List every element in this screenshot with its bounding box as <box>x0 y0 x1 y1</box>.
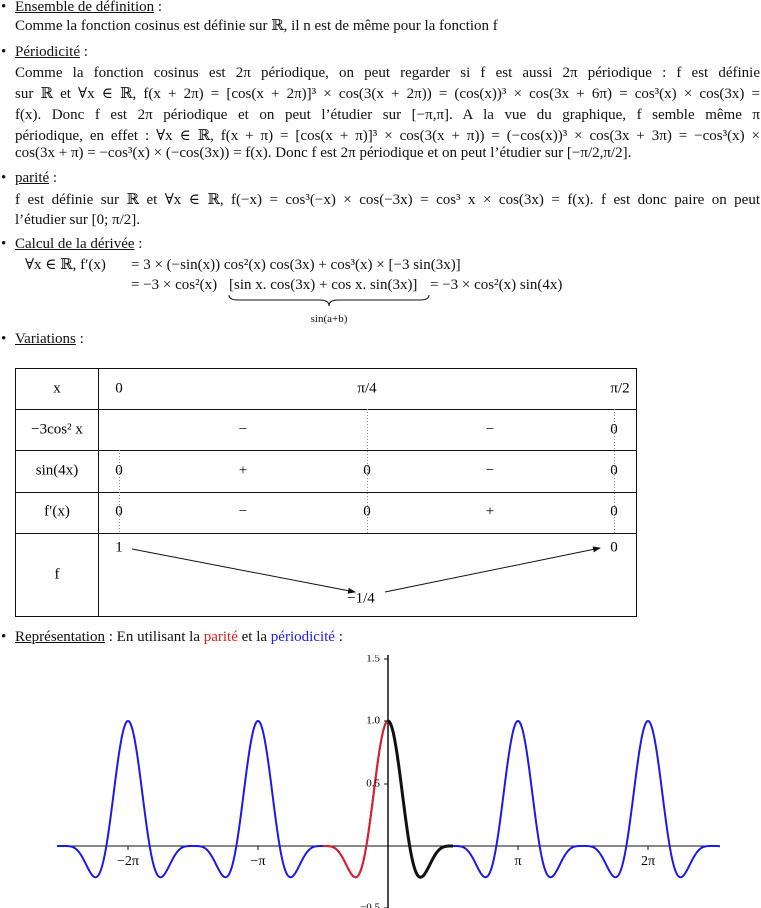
text-blue: périodicité <box>270 629 335 645</box>
y-tick-label: 1.0 <box>366 715 380 727</box>
x-tick-label: −π <box>251 854 266 869</box>
row-label: f <box>55 566 60 582</box>
cell-value: 0 <box>610 503 618 519</box>
section-heading: Variations : <box>1 329 84 349</box>
cell-value: 0 <box>363 503 371 519</box>
cell-value: 0 <box>363 462 371 478</box>
section-heading: Calcul de la dérivée : <box>1 234 143 254</box>
cell-value: − <box>239 503 247 519</box>
equation-line: = −3 × cos²(x) <box>131 277 218 293</box>
cell-value: − <box>239 421 247 437</box>
row-label: sin(4x) <box>36 462 79 478</box>
text-line: sur ℝ et ∀x ∈ ℝ, f(x + 2π) = [cos(x + 2π… <box>15 86 760 102</box>
cell-value: 0 <box>610 462 618 478</box>
text: et la <box>237 629 271 645</box>
heading-text: parité <box>15 170 50 186</box>
cell-value: 1 <box>115 539 123 555</box>
row-label: −3cos² x <box>31 421 83 437</box>
text-line: Comme la fonction cosinus est définie su… <box>15 18 498 34</box>
cell-value: 0 <box>610 421 618 437</box>
section-heading: Périodicité : <box>1 42 88 62</box>
function-graph: 1.5 1.0 0.5 −0.5 −2π −π π 2π <box>56 655 721 908</box>
cell-value: + <box>486 503 494 519</box>
brace-label: sin(a+b) <box>310 313 348 325</box>
header-value: 0 <box>115 380 123 396</box>
section-heading: Ensemble de définition : <box>1 0 162 17</box>
text-line: Comme la fonction cosinus est 2π périodi… <box>15 65 760 81</box>
cell-value: 0 <box>115 503 123 519</box>
equation-line: = −3 × cos²(x) sin(4x) <box>430 277 563 293</box>
text: : En utilisant la <box>104 629 204 645</box>
curve-even <box>323 720 389 879</box>
equation-lhs: ∀x ∈ ℝ, f′(x) <box>25 257 106 273</box>
section-heading: Représentation : En utilisant la parité … <box>1 627 343 647</box>
header-value: π/4 <box>357 380 377 396</box>
y-tick-label: 0.5 <box>366 778 380 790</box>
underbrace <box>228 294 430 307</box>
cell-value: −1/4 <box>347 590 375 606</box>
cell-value: − <box>486 421 494 437</box>
heading-text: Ensemble de définition <box>15 0 155 15</box>
cell-value: + <box>239 462 247 478</box>
section-heading: parité : <box>1 168 57 188</box>
x-tick-label: 2π <box>641 854 655 869</box>
cell-value: 0 <box>610 539 618 555</box>
cell-value: 0 <box>115 462 123 478</box>
equation-brace-term: [sin x. cos(3x) + cos x. sin(3x)] <box>229 277 418 293</box>
y-tick-label: −0.5 <box>360 902 380 908</box>
header-value: π/2 <box>610 380 629 396</box>
text-red: parité <box>203 629 238 645</box>
variation-table: x 0 π/4 π/2 −3cos² x − − 0 sin(4x) 0 +0 − 0 f′(x) 0 − 0 +… <box>15 368 637 617</box>
row-label: f′(x) <box>44 503 70 519</box>
y-tick-label: 1.5 <box>366 655 380 665</box>
text: : <box>334 629 343 645</box>
text-line: f(x). Donc f est 2π périodique et on peu… <box>15 107 760 123</box>
heading-text: Périodicité <box>15 44 80 60</box>
curve-base <box>387 719 453 879</box>
header-label: x <box>53 380 61 396</box>
text-line: cos(3x + π) = −cos³(x) × (−cos(3x)) = f(… <box>15 145 632 161</box>
x-tick-label: π <box>514 854 521 869</box>
cell-value: − <box>486 462 494 478</box>
heading-text: Variations <box>15 331 76 347</box>
heading-text: Représentation <box>15 629 105 645</box>
text-line: f est définie sur ℝ et ∀x ∈ ℝ, f(−x) = c… <box>15 192 760 208</box>
heading-text: Calcul de la dérivée <box>15 236 135 252</box>
x-tick-label: −2π <box>117 854 139 869</box>
text-line: l’étudier sur [0; π/2]. <box>15 212 141 228</box>
equation-line: = 3 × (−sin(x)) cos²(x) cos(3x) + cos³(x… <box>131 257 461 273</box>
text-line: périodique, en effet : ∀x ∈ ℝ, f(x + π) … <box>15 128 760 144</box>
